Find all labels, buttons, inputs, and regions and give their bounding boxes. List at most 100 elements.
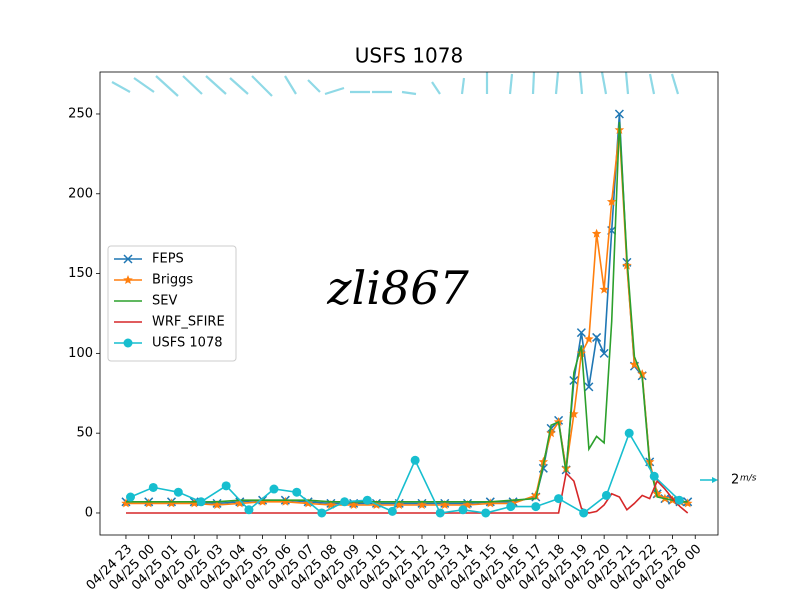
data-point (212, 500, 222, 509)
data-point (340, 497, 350, 507)
wind-arrow (554, 71, 560, 95)
data-point (506, 502, 516, 512)
data-point (196, 497, 206, 507)
wind-arrow (624, 71, 630, 95)
data-point (280, 496, 291, 506)
data-point (166, 498, 177, 508)
data-point (683, 498, 693, 508)
data-point (348, 500, 359, 509)
data-point (269, 484, 279, 494)
data-point (458, 505, 468, 515)
data-point (394, 500, 404, 509)
series-line (126, 121, 688, 503)
data-point (606, 196, 617, 206)
quiver-key-label: 2 (731, 473, 739, 488)
series (126, 428, 684, 518)
data-point (440, 500, 450, 509)
data-point (584, 334, 594, 344)
wind-arrow (324, 86, 345, 96)
data-point (637, 369, 647, 379)
wind-arrow (307, 79, 321, 93)
data-point (652, 488, 662, 498)
series-line (130, 431, 680, 514)
data-point (531, 502, 541, 512)
y-tick-label: 150 (68, 266, 93, 281)
legend-marker (123, 275, 133, 284)
wind-arrow (600, 71, 608, 95)
data-point (417, 500, 427, 509)
wind-arrow (111, 81, 131, 93)
quiver-key-unit: m/s (740, 474, 757, 484)
y-tick-label: 100 (68, 346, 93, 361)
y-tick-label: 50 (76, 426, 93, 441)
data-point (592, 332, 602, 342)
data-point (601, 490, 611, 500)
wind-arrow (182, 75, 203, 95)
wind-arrow (251, 75, 273, 97)
wind-arrow (401, 90, 417, 96)
data-point (148, 482, 158, 492)
data-point (387, 506, 397, 516)
wind-arrow (648, 73, 656, 95)
data-point (303, 498, 313, 508)
y-tick-label: 200 (68, 186, 93, 201)
legend-label: WRF_SFIRE (152, 315, 225, 330)
data-point (221, 481, 231, 491)
data-point (591, 228, 602, 238)
data-point (244, 505, 254, 515)
data-point (546, 428, 556, 438)
data-point (674, 495, 684, 505)
series (126, 121, 688, 503)
quiver-key-head (712, 477, 718, 483)
data-point (599, 284, 609, 294)
data-point (121, 498, 131, 508)
y-tick-label: 250 (68, 106, 93, 121)
wind-arrow (508, 73, 514, 95)
data-point (624, 428, 634, 438)
wind-arrow (133, 77, 155, 93)
data-point (362, 495, 372, 505)
legend-frame (107, 245, 237, 362)
data-point (481, 508, 491, 518)
legend: FEPS Briggs SEV WRF_SFIRE USFS 1078 (107, 245, 237, 362)
data-point (599, 348, 609, 358)
wind-arrow (531, 71, 536, 95)
wind-arrow (460, 77, 466, 95)
data-point (485, 498, 495, 508)
y-tick-label: 0 (85, 505, 93, 520)
data-point (292, 487, 302, 497)
data-point (579, 508, 589, 518)
data-point (235, 498, 245, 508)
quiver (111, 71, 680, 97)
wind-arrow (155, 75, 179, 97)
data-point (144, 498, 154, 508)
series-line (126, 471, 689, 514)
data-point (326, 500, 336, 509)
data-point (614, 109, 624, 119)
wind-arrow (284, 75, 297, 95)
data-point (410, 455, 420, 465)
wind-arrow (670, 73, 680, 95)
data-point (435, 508, 445, 518)
data-point (189, 498, 199, 508)
wind-arrow (205, 75, 227, 95)
data-point (576, 328, 586, 338)
legend-label: FEPS (152, 252, 184, 267)
wind-arrow (431, 81, 441, 95)
wind-arrow (578, 71, 584, 95)
legend-marker (123, 338, 133, 348)
series (126, 471, 689, 514)
data-point (649, 471, 659, 481)
watermark: zli867 (326, 261, 469, 315)
wind-arrow (229, 77, 249, 95)
data-point (173, 487, 183, 497)
legend-label: USFS 1078 (152, 336, 222, 351)
legend-label: SEV (152, 294, 177, 309)
quiver-key: 2 m/s (700, 473, 757, 488)
data-point (554, 494, 564, 504)
legend-marker (123, 254, 133, 264)
data-point (584, 382, 594, 392)
data-point (317, 508, 327, 518)
